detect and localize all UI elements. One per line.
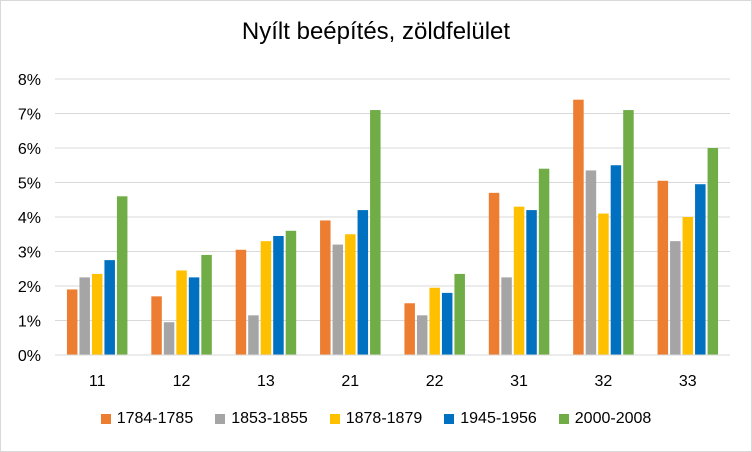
bar-22-1853-1855 <box>416 315 428 355</box>
bar-21-2000-2008 <box>370 110 381 355</box>
bar-22-1784-1785 <box>404 303 415 355</box>
bar-32-2000-2008 <box>623 110 634 355</box>
y-tick-label: 4% <box>18 210 41 227</box>
bar-21-1878-1879 <box>345 234 356 355</box>
legend-swatch <box>215 414 226 424</box>
bar-13-1945-1956 <box>273 235 284 355</box>
y-tick-label: 8% <box>18 72 41 89</box>
y-tick-label: 3% <box>18 245 41 262</box>
legend-swatch <box>444 414 455 424</box>
legend-item: 1853-1855 <box>215 410 308 428</box>
bar-12-1853-1855 <box>163 322 175 355</box>
bar-33-1853-1855 <box>670 241 681 355</box>
legend-swatch <box>558 414 569 424</box>
bar-33-2000-2008 <box>707 148 719 355</box>
bar-11-1853-1855 <box>79 277 90 355</box>
y-tick-label: 5% <box>18 176 41 193</box>
bar-32-1945-1956 <box>610 165 622 355</box>
legend-label: 1878-1879 <box>345 410 423 427</box>
bar-32-1878-1879 <box>598 213 609 355</box>
bar-22-1945-1956 <box>441 292 453 355</box>
bar-22-2000-2008 <box>454 273 465 355</box>
bar-11-1878-1879 <box>91 273 103 355</box>
bar-12-1878-1879 <box>176 270 187 355</box>
y-axis-ticks: 0% 1% 2% 3% 4% 5% 6% 7% 8% <box>18 72 41 365</box>
bar-32-1784-1785 <box>573 99 584 355</box>
bars <box>66 99 719 355</box>
legend-label: 1945-1956 <box>460 410 537 427</box>
bar-12-1945-1956 <box>188 277 200 355</box>
x-tick-label: 22 <box>426 373 444 390</box>
x-tick-label: 12 <box>173 373 191 390</box>
legend-label: 1853-1855 <box>231 410 308 427</box>
y-tick-label: 2% <box>18 279 41 296</box>
bar-13-2000-2008 <box>285 230 297 355</box>
x-tick-label: 32 <box>595 373 613 390</box>
bar-13-1878-1879 <box>260 241 272 355</box>
bar-13-1784-1785 <box>235 249 247 355</box>
x-tick-label: 11 <box>89 373 106 390</box>
legend-item: 1784-1785 <box>100 410 194 428</box>
bar-13-1853-1855 <box>248 315 259 355</box>
legend: 1784-1785 1853-1855 1878-1879 1945-1956 2000… <box>0 410 752 428</box>
legend-swatch <box>100 414 111 424</box>
x-axis-ticks: 11 12 13 21 22 31 32 33 <box>89 373 697 390</box>
bar-31-1784-1785 <box>488 192 500 355</box>
legend-label: 2000-2008 <box>574 410 652 427</box>
bar-11-2000-2008 <box>116 196 128 355</box>
x-tick-label: 21 <box>341 373 359 390</box>
bar-21-1945-1956 <box>357 210 369 355</box>
y-tick-label: 1% <box>18 314 41 331</box>
bar-11-1945-1956 <box>104 260 115 355</box>
legend-label: 1784-1785 <box>116 410 194 427</box>
legend-swatch <box>329 414 340 424</box>
plot-area: 0% 1% 2% 3% 4% 5% 6% 7% 8% 11 12 13 21 22 31 32 33 <box>18 72 730 390</box>
bar-31-1853-1855 <box>501 277 512 355</box>
y-tick-label: 7% <box>18 107 41 124</box>
legend-item: 1878-1879 <box>329 410 423 428</box>
bar-12-1784-1785 <box>151 296 162 355</box>
bar-21-1853-1855 <box>332 244 344 355</box>
x-tick-label: 13 <box>257 373 275 390</box>
bar-31-2000-2008 <box>538 168 550 355</box>
bar-21-1784-1785 <box>320 220 331 355</box>
bar-11-1784-1785 <box>66 289 78 355</box>
x-tick-label: 31 <box>510 373 528 390</box>
bar-12-2000-2008 <box>201 254 212 355</box>
bar-32-1853-1855 <box>585 170 597 355</box>
y-tick-label: 0% <box>18 348 41 365</box>
chart-title: Nyílt beépítés, zöldfelület <box>241 18 511 45</box>
legend-item: 1945-1956 <box>444 410 537 428</box>
bar-33-1878-1879 <box>682 217 694 355</box>
bar-33-1945-1956 <box>695 184 706 355</box>
bar-33-1784-1785 <box>657 180 669 355</box>
bar-31-1878-1879 <box>513 206 525 355</box>
legend-item: 2000-2008 <box>558 410 652 428</box>
x-tick-label: 33 <box>679 373 697 390</box>
bar-22-1878-1879 <box>429 287 440 355</box>
bar-31-1945-1956 <box>526 210 537 355</box>
y-tick-label: 6% <box>18 141 41 158</box>
